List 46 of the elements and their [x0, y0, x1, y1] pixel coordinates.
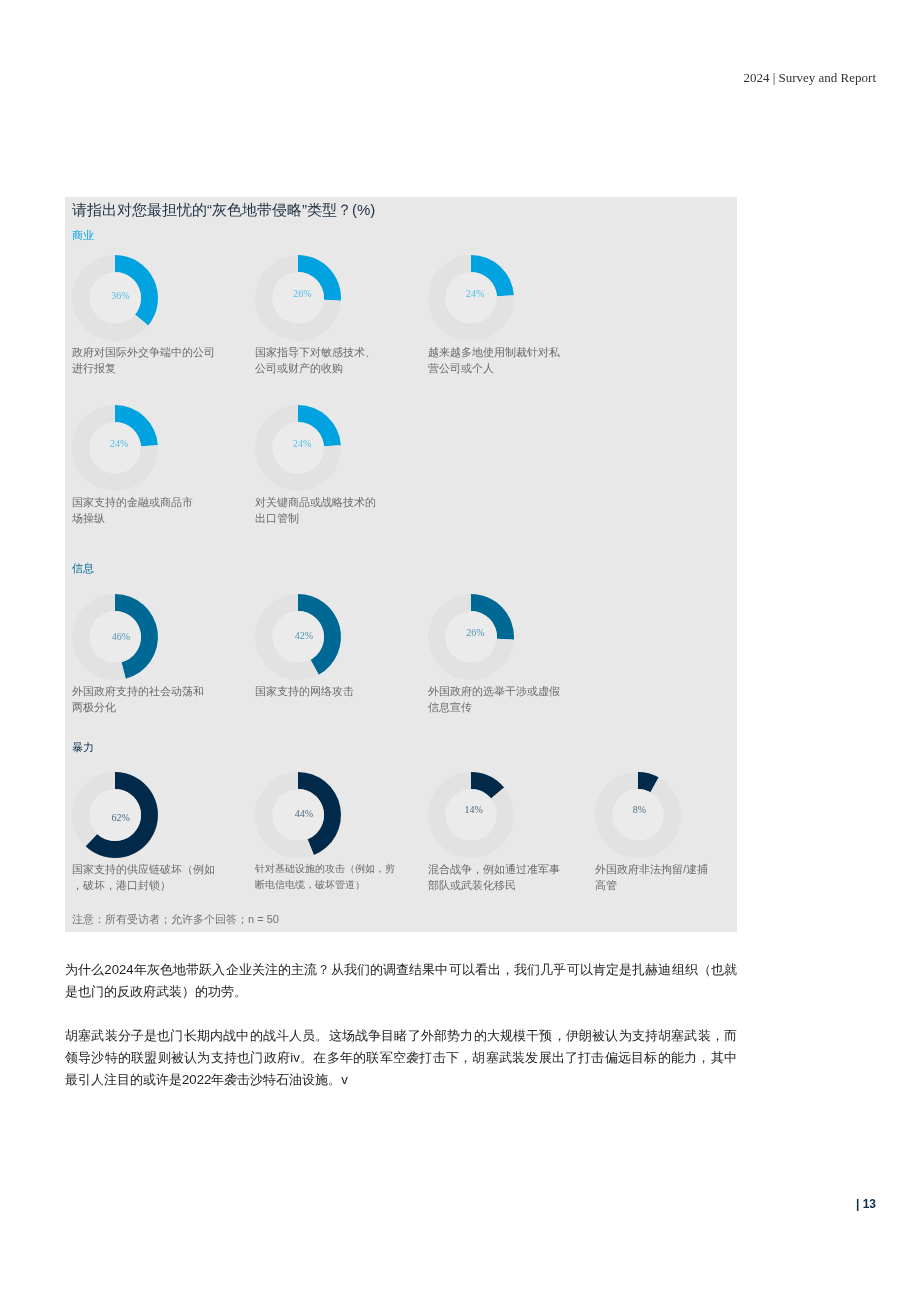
- text: | 13: [855, 1197, 876, 1211]
- data-label: 26%: [466, 627, 485, 639]
- data-label: 8%: [632, 803, 647, 815]
- donut-slice: [255, 255, 341, 341]
- text: 国家支持的网络攻击: [255, 684, 355, 699]
- text: 政府对国际外交争端中的公司进行报复: [72, 345, 216, 376]
- donut-slice: [85, 772, 158, 858]
- data-label: 36%: [111, 289, 130, 301]
- text: 2024 | Survey and Report: [743, 70, 876, 86]
- text: 越来越多地使用制裁针对私营公司或个人: [428, 345, 561, 376]
- data-label: 24%: [465, 288, 485, 300]
- donut-slice: [638, 772, 659, 793]
- donut-slice: [72, 405, 158, 491]
- donut-slice: [255, 405, 341, 491]
- text: 外国政府非法拘留/逮捕高管: [595, 862, 710, 893]
- text: 混合战争，例如通过准军事部队或武装化移民: [428, 862, 561, 893]
- data-label: 24%: [109, 438, 129, 450]
- text: 外国政府的选举干涉或虚假信息宣传: [428, 684, 561, 715]
- donut-slice: [428, 772, 514, 858]
- donut-slice: [428, 594, 514, 680]
- text: 胡塞武装分子是也门长期内战中的战斗人员。这场战争目睹了外部势力的大规模干预，伊朗被认为支持胡塞武装，而领导沙特的联盟则被认为支持也门政府iv。在多年的联军空袭打击下，胡塞武装发展出了打击偏远目标的能力，其中最引人注目的或许是2022年袭击沙特石油设施。v: [65, 1027, 737, 1089]
- data-label: 24%: [292, 438, 312, 450]
- text: 国家指导下对敏感技术、公司或财产的收购: [255, 345, 377, 376]
- donut-slice: [72, 255, 149, 341]
- text: 请指出对您最担忧的“灰色地带侵略”类型？(%): [72, 201, 376, 220]
- text: 国家支持的供应链破坏（例如，破坏，港口封锁）: [72, 862, 216, 893]
- donut-slice: [428, 255, 514, 341]
- text: 为什么2024年灰色地带跃入企业关注的主流？从我们的调查结果中可以看出，我们几乎可以肯定是扎赫迪组织（也就是也门的反政府武装）的功劳。: [65, 961, 737, 1001]
- donut-slice: [471, 772, 505, 799]
- text: 暴力: [72, 740, 94, 755]
- text: 注意：所有受访者；允许多个回答；n = 50: [72, 912, 279, 927]
- data-label: 44%: [294, 808, 314, 820]
- text: 商业: [72, 228, 94, 243]
- donut-slice: [255, 772, 314, 858]
- donut-slice: [255, 594, 319, 680]
- data-label: 14%: [464, 804, 483, 816]
- text: 信息: [72, 561, 94, 576]
- data-label: 42%: [294, 630, 313, 642]
- text: 外国政府支持的社会动荡和两极分化: [72, 684, 205, 715]
- text: 对关键商品或战略技术的出口管制: [255, 495, 377, 526]
- data-label: 62%: [111, 811, 130, 823]
- donut-slice: [595, 772, 681, 858]
- text: 国家支持的金融或商品市场操纵: [72, 495, 194, 526]
- data-label: 46%: [111, 630, 131, 642]
- text: 针对基础设施的攻击（例如，剪断电信电缆，破坏管道）: [255, 862, 396, 892]
- data-label: 26%: [293, 288, 312, 300]
